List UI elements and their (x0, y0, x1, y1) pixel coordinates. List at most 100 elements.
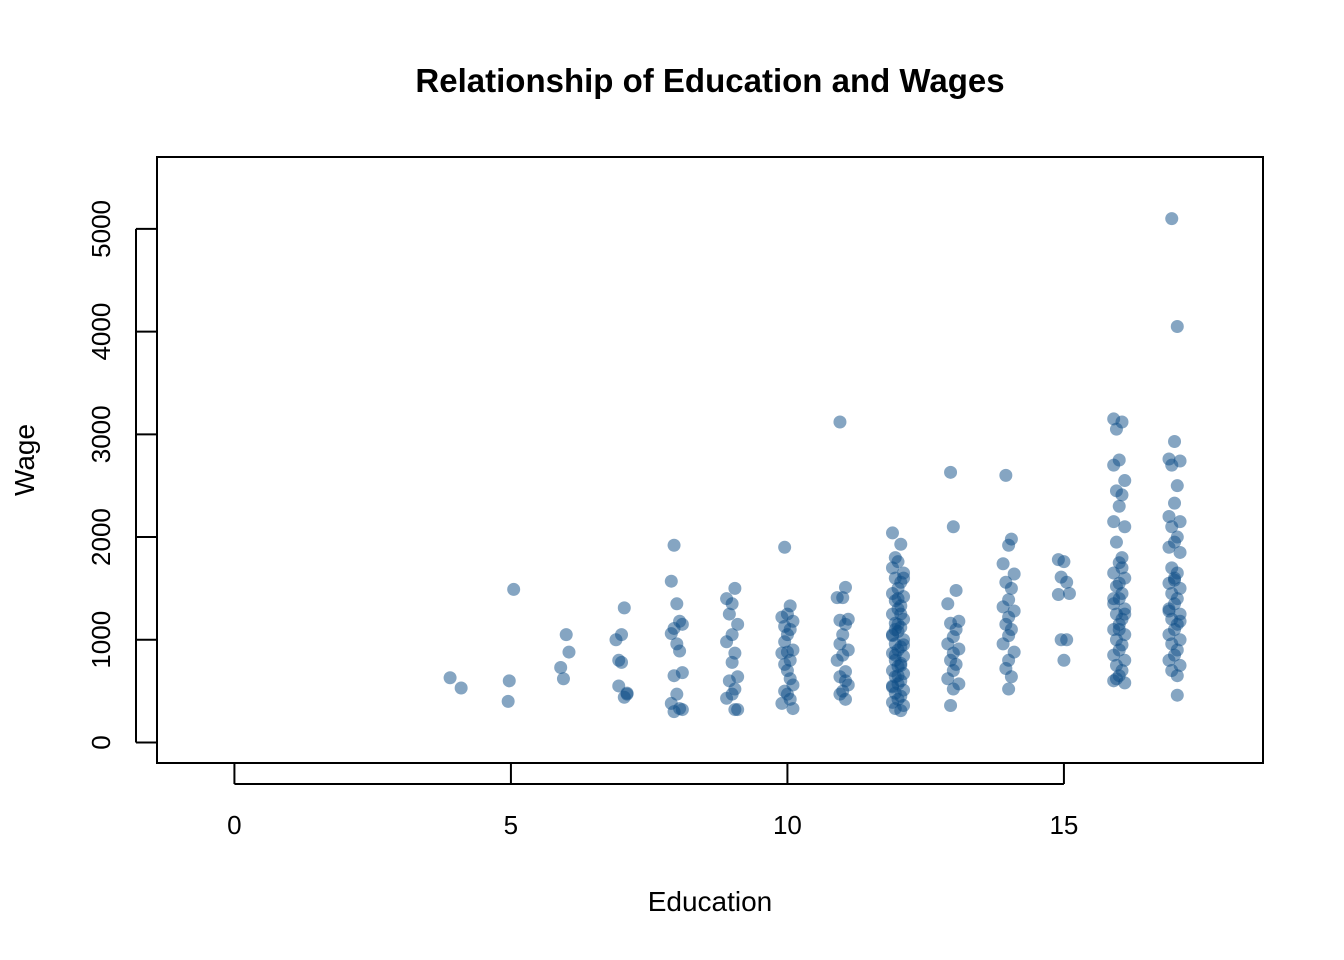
data-point (562, 645, 576, 659)
data-point (1062, 587, 1076, 601)
data-point (941, 672, 955, 686)
data-point (1109, 422, 1123, 436)
data-point (888, 648, 902, 662)
data-point (454, 681, 468, 695)
data-point (1115, 561, 1129, 575)
data-point (501, 694, 515, 708)
data-point (838, 617, 852, 631)
data-point (944, 698, 958, 712)
data-point (1162, 604, 1176, 618)
y-tick-label: 2000 (86, 508, 116, 566)
data-point (1170, 669, 1184, 683)
data-point (1115, 488, 1129, 502)
data-point (1057, 653, 1071, 667)
data-point (615, 655, 629, 669)
data-point (1162, 509, 1176, 523)
data-point (1007, 567, 1021, 581)
data-point (1060, 633, 1074, 647)
data-point (1112, 576, 1126, 590)
y-tick-label: 0 (86, 735, 116, 749)
y-tick-label: 3000 (86, 405, 116, 463)
y-axis-label: Wage (9, 424, 40, 496)
data-point (443, 671, 457, 685)
data-point (609, 633, 623, 647)
data-point (946, 682, 960, 696)
data-point (778, 635, 792, 649)
x-tick-label: 10 (773, 810, 802, 840)
data-point (670, 597, 684, 611)
data-point (554, 660, 568, 674)
data-point (891, 669, 905, 683)
data-point (885, 679, 899, 693)
data-point (999, 468, 1013, 482)
data-point (1060, 575, 1074, 589)
x-tick-label: 5 (504, 810, 518, 840)
data-point (675, 703, 689, 717)
data-point (1165, 458, 1179, 472)
data-point (1170, 479, 1184, 493)
data-point (1170, 688, 1184, 702)
data-point (559, 628, 573, 642)
data-point (1165, 520, 1179, 534)
x-axis: 0 5 10 15 (227, 764, 1078, 840)
x-axis-label: Education (648, 886, 773, 917)
data-point (1109, 535, 1123, 549)
data-point (1168, 573, 1182, 587)
data-point (1118, 474, 1132, 488)
data-point (1162, 540, 1176, 554)
data-point (1165, 212, 1179, 226)
data-point (502, 674, 516, 688)
data-point (673, 644, 687, 658)
data-point (1118, 607, 1132, 621)
data-point (720, 691, 734, 705)
data-point (891, 592, 905, 606)
chart-title: Relationship of Education and Wages (415, 62, 1004, 99)
data-point (720, 635, 734, 649)
x-tick-label: 0 (227, 810, 241, 840)
data-point (996, 637, 1010, 651)
data-point (996, 557, 1010, 571)
data-point (941, 597, 955, 611)
data-point (1107, 648, 1121, 662)
data-point (667, 538, 681, 552)
data-point (620, 686, 634, 700)
data-point (778, 540, 792, 554)
data-point (949, 583, 963, 597)
x-tick-label: 15 (1049, 810, 1078, 840)
data-point (1170, 319, 1184, 333)
data-point (1057, 555, 1071, 569)
data-point (1173, 614, 1187, 628)
data-point (1004, 581, 1018, 595)
data-point (897, 571, 911, 585)
data-point (885, 561, 899, 575)
data-point (722, 607, 736, 621)
data-point (1107, 592, 1121, 606)
data-point (946, 520, 960, 534)
data-point (1112, 622, 1126, 636)
data-point (1107, 458, 1121, 472)
data-point (1168, 435, 1182, 449)
data-point (731, 617, 745, 631)
data-point (897, 638, 911, 652)
y-tick-label: 4000 (86, 303, 116, 361)
data-point (786, 702, 800, 716)
data-point (838, 580, 852, 594)
data-point (944, 465, 958, 479)
data-point (894, 537, 908, 551)
data-point (664, 627, 678, 641)
data-point (775, 696, 789, 710)
data-point (830, 653, 844, 667)
data-point (667, 669, 681, 683)
y-tick-label: 1000 (86, 611, 116, 669)
data-point (1109, 672, 1123, 686)
data-point (1112, 499, 1126, 513)
y-axis: 0 1000 2000 3000 4000 5000 (86, 200, 156, 750)
data-point (885, 526, 899, 540)
data-point (894, 658, 908, 672)
data-point (556, 672, 570, 686)
data-point (728, 581, 742, 595)
data-point (1002, 682, 1016, 696)
data-point (725, 597, 739, 611)
data-point (838, 692, 852, 706)
data-point (833, 415, 847, 429)
